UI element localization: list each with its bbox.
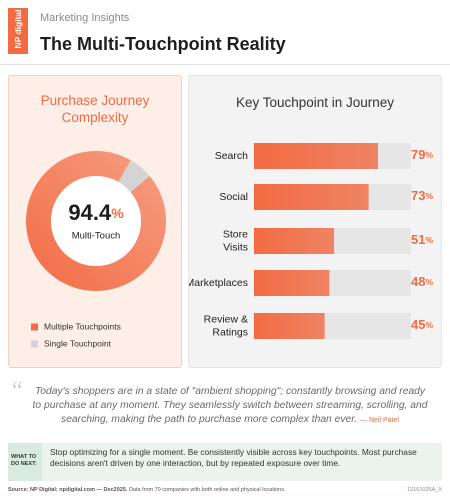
bar-panel: Key Touchpoint in Journey Search 79% Socia… xyxy=(188,75,442,368)
legend-swatch xyxy=(31,340,38,348)
next-step-label: WHAT TO DO NEXT: xyxy=(11,454,37,467)
category-label: Store Visits xyxy=(223,228,248,253)
quote-author: — Neil Patel xyxy=(360,417,399,424)
footer-code: 12161025A_X xyxy=(407,487,442,493)
footer-note: Data from 70 companies with both online … xyxy=(128,487,286,493)
value-label: 45% xyxy=(411,317,433,332)
footer-source: Source: NP Digital; npdigital.com — Dec2… xyxy=(8,487,128,493)
pie-hole xyxy=(51,176,141,266)
bar xyxy=(254,228,335,254)
legend-label: Multiple Touchpoints xyxy=(44,321,121,331)
divider xyxy=(0,64,450,65)
bar xyxy=(254,270,330,296)
bar-title: Key Touchpoint in Journey xyxy=(235,95,395,110)
category-label: Review & Ratings xyxy=(204,313,248,338)
bar xyxy=(254,143,379,169)
pie-panel: Purchase Journey Complexity 94.4% Multi-T… xyxy=(8,75,182,368)
category-label: Marketplaces xyxy=(189,277,248,289)
quote: Today's shoppers are in a state of "ambi… xyxy=(30,385,430,428)
center-value: 94.4% xyxy=(68,200,124,225)
next-step-box: WHAT TO DO NEXT: Stop optimizing for a s… xyxy=(8,443,442,481)
legend-label: Single Touchpoint xyxy=(44,338,112,348)
bar xyxy=(254,313,325,339)
center-annotation: Multi-Touch xyxy=(72,231,121,242)
bar-chart: Search 79% Social 73% Store Visits 51% Marketpl… xyxy=(189,143,433,339)
next-step-text: Stop optimizing for a single moment. Be … xyxy=(50,447,417,468)
value-label: 73% xyxy=(411,188,433,203)
title: The Multi-Touchpoint Reality xyxy=(40,34,286,54)
bar xyxy=(254,184,369,210)
value-label: 51% xyxy=(411,232,433,247)
value-label: 48% xyxy=(411,274,433,289)
next-step-tab xyxy=(8,443,42,481)
legend-swatch xyxy=(31,323,38,331)
value-label: 79% xyxy=(411,147,433,162)
footer: Source: NP Digital; npdigital.com — Dec2… xyxy=(8,487,285,493)
brand: NP digital xyxy=(13,9,23,49)
category-label: Search xyxy=(215,150,248,162)
logo: NP digital xyxy=(8,8,28,54)
pie-chart: 94.4% Multi-Touch Multiple Touchpoints Sing… xyxy=(26,151,166,348)
pie-slice xyxy=(118,160,150,193)
pie-slice xyxy=(26,151,166,292)
pie-title: Purchase Journey Complexity xyxy=(40,93,150,125)
quote-mark: “ xyxy=(12,378,23,404)
quote-text: Today's shoppers are in a state of "ambi… xyxy=(32,386,428,425)
subtitle: Marketing Insights xyxy=(40,12,130,24)
category-label: Social xyxy=(219,191,248,203)
